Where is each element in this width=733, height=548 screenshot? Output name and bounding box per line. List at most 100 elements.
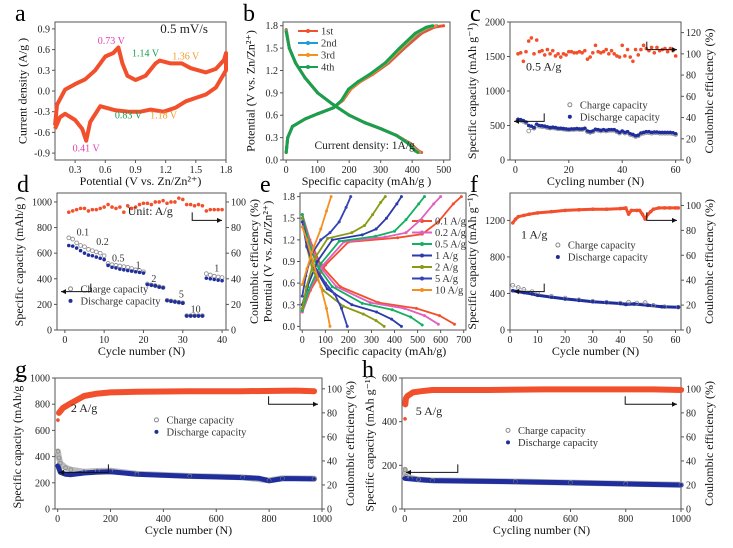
panel-b: b 0 100 200 300 400 500 0.0 0.3 0.6 0.9 1.2 1.5 1.8 Sp… bbox=[243, 1, 451, 188]
coulombic-efficiency-point bbox=[135, 390, 139, 394]
discharge-point bbox=[303, 76, 307, 80]
coulombic-efficiency-point bbox=[192, 204, 197, 208]
coulombic-efficiency-point bbox=[70, 209, 75, 213]
discharge-capacity-point bbox=[673, 131, 678, 136]
legend-marker bbox=[420, 265, 424, 269]
y-tick-label: 400 bbox=[490, 289, 505, 300]
legend-label: 1 A/g bbox=[435, 251, 459, 262]
coulombic-efficiency-point bbox=[524, 49, 528, 54]
charge-capacity-point bbox=[219, 275, 225, 280]
charge-curve bbox=[301, 196, 426, 311]
charge-point bbox=[413, 31, 417, 35]
annotation: 1.14 V bbox=[132, 49, 160, 60]
coulombic-efficiency-point bbox=[593, 43, 598, 48]
y2-tick-label: 20 bbox=[686, 301, 696, 312]
charge-point bbox=[319, 227, 323, 231]
coulombic-efficiency-point bbox=[149, 202, 154, 207]
discharge-capacity-point bbox=[564, 127, 568, 131]
charge-capacity-point bbox=[207, 272, 213, 278]
discharge-point bbox=[402, 306, 406, 310]
discharge-capacity-point bbox=[556, 126, 560, 131]
coulombic-efficiency-point bbox=[662, 206, 667, 210]
y-tick-label: -0.3 bbox=[34, 107, 50, 118]
charge-capacity-point bbox=[215, 274, 221, 280]
discharge-point bbox=[406, 142, 410, 146]
y2-tick-label: 40 bbox=[686, 276, 696, 287]
y-tick-label: 1.8 bbox=[266, 21, 279, 32]
annotation: Current density: 1A/g bbox=[315, 140, 416, 152]
coulombic-efficiency-point bbox=[541, 387, 545, 392]
charge-point bbox=[316, 112, 320, 116]
y-tick-label: 0 bbox=[47, 326, 52, 337]
discharge-point bbox=[305, 245, 309, 249]
discharge-capacity-point bbox=[118, 267, 122, 271]
left-axis-arrow bbox=[406, 464, 459, 473]
y-tick-label: 0 bbox=[500, 156, 505, 167]
discharge-capacity-point bbox=[659, 304, 664, 309]
discharge-point bbox=[334, 285, 338, 289]
y-tick-label: 0.6 bbox=[266, 111, 279, 122]
coulombic-efficiency-point bbox=[549, 209, 554, 214]
discharge-point bbox=[360, 301, 364, 305]
coulombic-efficiency-point bbox=[577, 208, 581, 212]
y-tick-label: 0.3 bbox=[266, 133, 279, 144]
panel-label: f bbox=[470, 172, 478, 198]
charge-curve bbox=[301, 196, 403, 306]
y2-tick-label: 100 bbox=[686, 384, 701, 395]
discharge-point bbox=[416, 151, 420, 155]
discharge-point bbox=[330, 285, 334, 289]
discharge-capacity-point bbox=[663, 130, 667, 135]
coulombic-efficiency-point bbox=[208, 207, 213, 212]
coulombic-efficiency-point bbox=[513, 217, 518, 221]
discharge-capacity-point bbox=[430, 478, 435, 483]
legend-label: 4th bbox=[321, 63, 335, 74]
y2-axis-label: Coulombic efficiency (%) bbox=[702, 381, 716, 506]
coulombic-efficiency-point bbox=[108, 390, 113, 395]
coulombic-efficiency-point bbox=[141, 201, 146, 206]
coulombic-efficiency-point bbox=[635, 208, 639, 213]
coulombic-efficiency-point bbox=[617, 55, 622, 59]
discharge-capacity-point bbox=[604, 300, 609, 305]
x-tick-label: 20 bbox=[138, 335, 148, 346]
coulombic-efficiency-point bbox=[673, 54, 678, 58]
coulombic-efficiency-point bbox=[510, 221, 515, 225]
panel-label: g bbox=[15, 357, 27, 383]
discharge-capacity-point bbox=[114, 266, 118, 270]
discharge-point bbox=[328, 324, 332, 328]
coulombic-efficiency-point bbox=[652, 50, 657, 55]
panel-d: d0 10 20 30 4002004006008001000020406080100C… bbox=[12, 172, 261, 358]
discharge-capacity-point bbox=[82, 471, 86, 475]
discharge-capacity-point bbox=[403, 476, 407, 481]
discharge-capacity-point bbox=[612, 127, 617, 132]
charge-point bbox=[434, 24, 438, 28]
coulombic-efficiency-point bbox=[633, 47, 638, 52]
charge-capacity-point bbox=[56, 455, 62, 461]
discharge-capacity-point bbox=[607, 127, 611, 132]
y2-tick-label: 0 bbox=[231, 326, 236, 337]
coulombic-efficiency-point bbox=[216, 207, 220, 212]
coulombic-efficiency-point bbox=[66, 210, 71, 215]
charge-capacity-point bbox=[94, 249, 99, 255]
charge-point bbox=[360, 233, 364, 237]
discharge-capacity-point bbox=[192, 314, 197, 318]
y-tick-label: 1.5 bbox=[283, 214, 296, 225]
discharge-capacity-point bbox=[212, 277, 217, 282]
coulombic-efficiency-point bbox=[125, 204, 130, 208]
coulombic-efficiency-point bbox=[580, 50, 584, 55]
legend-marker bbox=[420, 242, 424, 246]
panel-e: e 0 100 200 300 400 500 600 700 0.0 0.3 0.6 0.9 1.2 1.… bbox=[260, 172, 471, 358]
charge-point bbox=[329, 195, 333, 199]
discharge-capacity-point bbox=[524, 120, 528, 124]
charge-point bbox=[307, 288, 311, 292]
y-tick-label: 0.9 bbox=[266, 88, 279, 99]
annotation: 2 A/g bbox=[71, 401, 97, 415]
discharge-point bbox=[316, 91, 320, 95]
charge-point bbox=[451, 202, 455, 206]
coulombic-efficiency-point bbox=[240, 389, 245, 394]
coulombic-efficiency-point bbox=[588, 55, 592, 59]
coulombic-efficiency-point bbox=[137, 202, 142, 207]
x-tick-label: 1.2 bbox=[159, 165, 172, 176]
legend-marker-discharge bbox=[555, 255, 560, 260]
y-tick-label: 1500 bbox=[485, 52, 505, 63]
charge-point bbox=[290, 124, 294, 128]
